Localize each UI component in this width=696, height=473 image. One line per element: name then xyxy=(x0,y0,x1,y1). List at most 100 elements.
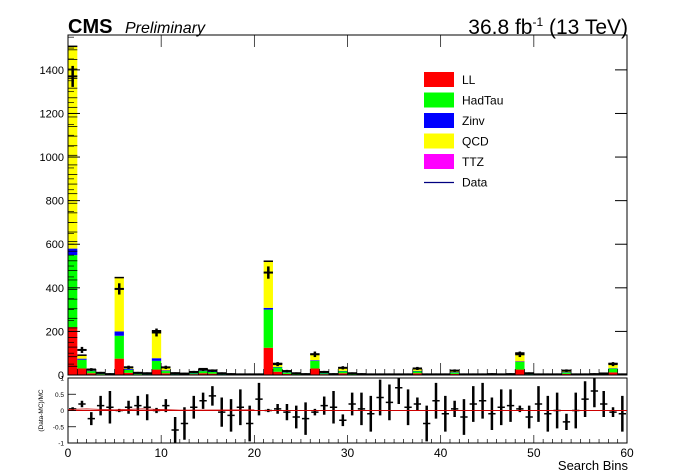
legend-label-qcd: QCD xyxy=(462,135,489,149)
legend-swatch-ttz xyxy=(424,154,454,169)
bar-hadtau-3 xyxy=(95,373,106,375)
ratio-y-axis-label: (Data-MC)/MC xyxy=(38,389,45,432)
bar-ll-29 xyxy=(338,373,348,375)
x-axis-label: Search Bins xyxy=(557,458,628,473)
bar-zinv-10 xyxy=(161,370,171,372)
legend-swatch-zinv xyxy=(424,113,454,128)
y-tick-label: 1000 xyxy=(40,152,64,164)
bar-hadtau-14 xyxy=(198,371,208,374)
bar-hadtau-6 xyxy=(123,369,134,373)
bar-zinv-22 xyxy=(272,366,283,368)
legend-label-ttz: TTZ xyxy=(462,155,484,169)
legend-label-ll: LL xyxy=(462,73,476,87)
ratio-y-tick-label: 0.5 xyxy=(55,392,64,399)
bar-hadtau-26 xyxy=(310,360,320,369)
bar-ll-37 xyxy=(412,373,423,375)
bar-zinv-13 xyxy=(189,372,199,374)
legend-label-zinv: Zinv xyxy=(462,114,485,128)
legend-swatch-qcd xyxy=(424,133,454,149)
bar-ll-23 xyxy=(282,373,292,375)
x-tick-label: 50 xyxy=(527,446,541,460)
bar-hadtau-21 xyxy=(263,309,273,348)
y-tick-label: 400 xyxy=(46,283,64,295)
ratio-y-tick-label: 1 xyxy=(60,376,64,383)
bar-hadtau-9 xyxy=(151,360,162,370)
bar-hadtau-0 xyxy=(68,255,78,328)
bar-zinv-37 xyxy=(412,370,423,372)
bar-hadtau-58 xyxy=(608,368,618,373)
legend-label-hadtau: HadTau xyxy=(462,94,503,108)
bar-hadtau-22 xyxy=(272,367,283,372)
bar-zinv-5 xyxy=(114,331,124,336)
bar-ll-2 xyxy=(86,373,96,375)
x-tick-label: 60 xyxy=(620,446,634,460)
experiment-label: CMS xyxy=(68,16,113,38)
bar-hadtau-37 xyxy=(412,371,423,374)
x-tick-label: 40 xyxy=(434,446,448,460)
ratio-y-tick-label: -1 xyxy=(58,441,64,448)
bar-ll-10 xyxy=(161,373,171,375)
lumi-value: 36.8 fb xyxy=(468,16,533,39)
bar-zinv-41 xyxy=(449,372,460,373)
legend: LL HadTau Zinv QCD TTZ Data xyxy=(424,72,503,190)
bar-zinv-21 xyxy=(263,307,273,310)
bar-ll-14 xyxy=(198,373,208,375)
ratio-plot-panel: -1 -0.5 0 0.5 1 (Data-MC)/MC 0 10 20 30 40 50 60 xyxy=(38,376,634,461)
status-label: Preliminary xyxy=(125,20,206,37)
bar-ll-22 xyxy=(272,371,283,375)
bar-zinv-9 xyxy=(151,358,162,361)
bar-qcd-1 xyxy=(77,355,87,359)
bar-ll-1 xyxy=(77,368,87,375)
bar-hadtau-41 xyxy=(449,372,460,374)
bar-qcd-0 xyxy=(68,46,78,249)
bar-hadtau-2 xyxy=(86,371,96,374)
bar-ll-6 xyxy=(123,372,134,375)
y-tick-label: 600 xyxy=(46,239,64,251)
bar-ll-0 xyxy=(68,327,78,375)
bar-hadtau-10 xyxy=(161,371,171,374)
bar-hadtau-23 xyxy=(282,372,292,374)
bar-hadtau-48 xyxy=(515,361,525,370)
bar-ll-21 xyxy=(263,347,273,375)
bar-hadtau-29 xyxy=(338,371,348,374)
bar-ll-58 xyxy=(608,372,618,375)
y-tick-label: 800 xyxy=(46,196,64,208)
bar-qcd-26 xyxy=(310,354,320,361)
bar-ll-53 xyxy=(561,373,572,375)
bar-qcd-48 xyxy=(515,353,525,362)
x-tick-label: 10 xyxy=(154,446,168,460)
bar-zinv-23 xyxy=(282,372,292,373)
bar-hadtau-1 xyxy=(77,359,87,369)
lumi-exponent: -1 xyxy=(532,15,544,29)
bar-hadtau-53 xyxy=(561,372,572,374)
bar-ll-41 xyxy=(449,373,460,375)
bar-hadtau-27 xyxy=(319,373,329,375)
energy-label: (13 TeV) xyxy=(543,16,628,39)
ratio-y-tick-label: -0.5 xyxy=(53,424,65,431)
y-tick-label: 1200 xyxy=(40,108,64,120)
ratio-mc-band xyxy=(67,408,255,411)
bar-ll-5 xyxy=(114,358,124,375)
bar-zinv-26 xyxy=(310,360,320,361)
bar-qcd-9 xyxy=(151,330,162,359)
legend-label-data: Data xyxy=(462,176,488,190)
y-tick-label: 1400 xyxy=(40,65,64,77)
bar-zinv-27 xyxy=(319,372,329,374)
bar-hadtau-15 xyxy=(207,371,218,374)
y-tick-label: 200 xyxy=(46,326,64,338)
bar-zinv-48 xyxy=(515,361,525,362)
legend-swatch-hadtau xyxy=(424,92,454,108)
bar-hadtau-13 xyxy=(189,373,199,375)
bar-ll-48 xyxy=(515,369,525,375)
bar-zinv-6 xyxy=(123,368,134,370)
x-tick-label: 0 xyxy=(65,446,72,460)
bar-qcd-5 xyxy=(114,278,124,332)
bar-ll-15 xyxy=(207,373,218,375)
bar-zinv-1 xyxy=(77,358,87,360)
main-plot-panel: 0 200 400 600 800 1000 1200 1400 xyxy=(40,34,628,382)
bar-ll-26 xyxy=(310,368,320,375)
bar-zinv-53 xyxy=(561,372,572,373)
x-tick-label: 30 xyxy=(341,446,355,460)
ratio-y-tick-label: 0 xyxy=(60,408,64,415)
